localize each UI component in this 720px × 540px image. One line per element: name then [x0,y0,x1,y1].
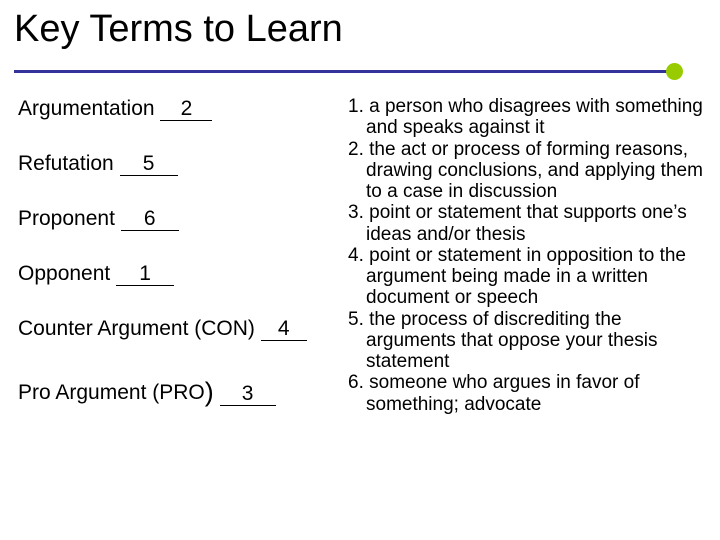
answer-value: 6 [144,207,156,230]
definitions-column: 1. a person who disagrees with something… [340,90,720,540]
answer-blank: 2 [160,96,212,121]
definition-item: 6. someone who argues in favor of someth… [348,372,704,415]
rule-line [14,70,674,73]
answer-blank: 1 [116,261,174,286]
definition-item: 4. point or statement in opposition to t… [348,245,704,309]
answer-value: 3 [242,382,254,405]
definition-item: 3. point or statement that supports one’… [348,202,704,245]
answer-value: 1 [139,262,151,285]
title-rule [14,58,706,78]
term-label: Pro Argument (PRO) [18,381,214,404]
slide-title: Key Terms to Learn [14,8,343,51]
answer-value: 2 [181,97,193,120]
term-label: Counter Argument (CON) [18,317,255,340]
term-row: Opponent 1 [18,261,336,286]
term-row: Argumentation 2 [18,96,336,121]
rule-dot-icon [666,63,683,80]
answer-blank: 5 [120,151,178,176]
slide: Key Terms to Learn Argumentation 2 Refut… [0,0,720,540]
definition-item: 2. the act or process of forming reasons… [348,139,704,203]
content-area: Argumentation 2 Refutation 5 Proponent 6… [0,90,720,540]
term-row: Proponent 6 [18,206,336,231]
answer-blank: 4 [261,316,307,341]
answer-blank: 6 [121,206,179,231]
terms-column: Argumentation 2 Refutation 5 Proponent 6… [0,90,340,540]
term-label: Argumentation [18,97,155,120]
answer-blank: 3 [220,381,276,406]
definition-item: 1. a person who disagrees with something… [348,96,704,139]
term-label: Proponent [18,207,115,230]
term-row: Counter Argument (CON) 4 [18,316,336,341]
definition-list: 1. a person who disagrees with something… [348,96,704,415]
term-row: Pro Argument (PRO) 3 [18,375,336,406]
definition-item: 5. the process of discrediting the argum… [348,309,704,373]
term-label: Opponent [18,262,110,285]
term-label: Refutation [18,152,114,175]
answer-value: 4 [278,317,290,340]
answer-value: 5 [143,152,155,175]
term-row: Refutation 5 [18,151,336,176]
